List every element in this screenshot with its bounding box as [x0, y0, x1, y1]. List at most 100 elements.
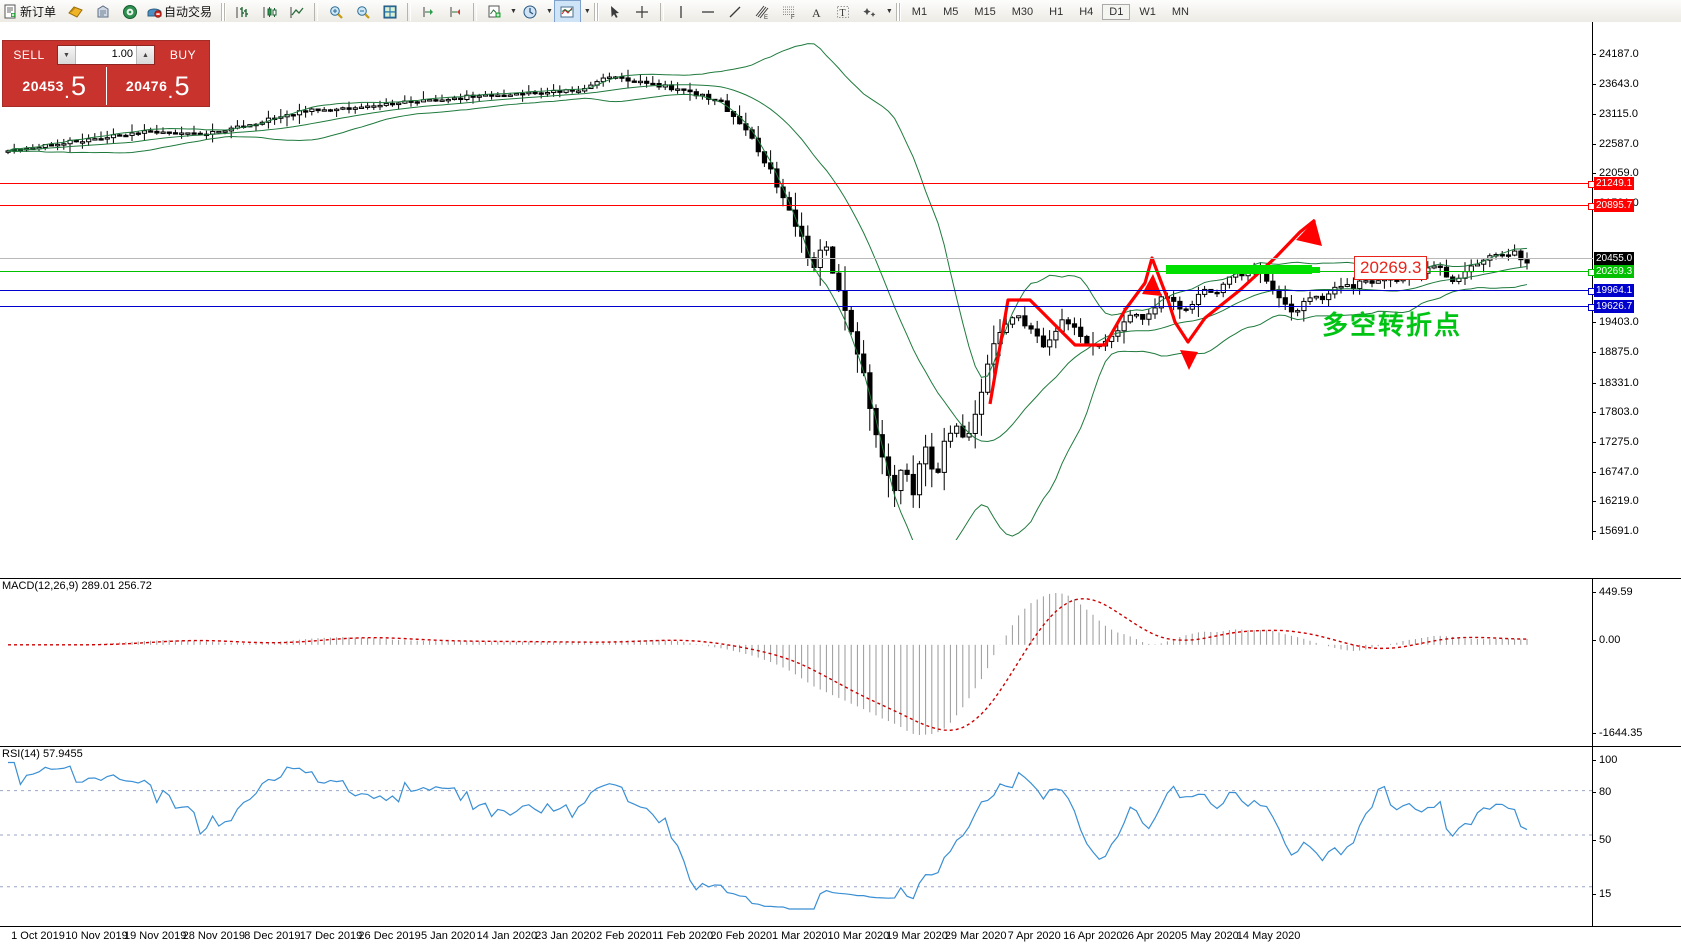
volume-stepper[interactable]: ▼ 1.00 ▲	[57, 45, 155, 65]
candlestick	[619, 72, 625, 83]
candlestick	[408, 96, 414, 107]
turning-point-annotation[interactable]: 多空转折点	[1322, 311, 1463, 341]
candlestick	[644, 76, 650, 88]
crosshair-icon[interactable]	[630, 1, 655, 22]
signals-icon[interactable]	[117, 1, 142, 22]
price-tick-label: 18875.0	[1599, 346, 1639, 359]
timeframe-h1[interactable]: H1	[1049, 5, 1064, 18]
macd-plot-area[interactable]	[0, 579, 1593, 747]
candlestick	[1301, 297, 1307, 322]
shift-end-icon[interactable]	[416, 1, 441, 22]
price-callout-label[interactable]: 20269.3	[1354, 256, 1428, 280]
level-line[interactable]	[0, 205, 1593, 206]
price-tag-resistance-line[interactable]: 21249.1	[1594, 177, 1635, 190]
candlestick	[1022, 305, 1028, 329]
bollinger-middle-band	[7, 84, 1528, 443]
candlestick	[706, 90, 712, 105]
price-tag-support-line[interactable]: 19626.7	[1594, 300, 1635, 313]
candlestick	[867, 364, 873, 431]
price-tick-label: 19403.0	[1599, 316, 1639, 329]
timeframe-m1[interactable]: M1	[911, 5, 928, 18]
equidistant-channel-icon[interactable]: E	[750, 1, 775, 22]
price-tick-label: 16747.0	[1599, 465, 1639, 478]
timeframe-m5[interactable]: M5	[943, 5, 959, 18]
horizontal-line-icon[interactable]	[696, 1, 721, 22]
timeframe-mn[interactable]: MN	[1171, 5, 1189, 18]
text-label-icon[interactable]: T	[831, 1, 856, 22]
fibonacci-icon[interactable]: F	[777, 1, 802, 22]
level-line-handle[interactable]	[1588, 304, 1595, 311]
profile-icon[interactable]	[63, 1, 88, 22]
candlestick	[1009, 316, 1016, 329]
timeframe-w1[interactable]: W1	[1139, 5, 1156, 18]
candlestick	[272, 115, 278, 125]
trendline-icon[interactable]	[723, 1, 748, 22]
level-line-handle[interactable]	[1588, 203, 1595, 210]
period-dropdown-caret[interactable]: ▼	[545, 8, 553, 15]
cursor-icon[interactable]	[603, 1, 628, 22]
indicators-dropdown-caret[interactable]: ▼	[510, 8, 517, 15]
date-tick-label: 7 Apr 2020	[1007, 930, 1061, 942]
tile-windows-icon[interactable]	[377, 1, 402, 22]
buy-button[interactable]: 20476 . 5	[107, 67, 210, 105]
buy-label[interactable]: BUY	[169, 48, 197, 62]
new-order-button[interactable]: 新订单	[1, 1, 61, 22]
price-tag-support-line[interactable]: 19964.1	[1594, 284, 1635, 297]
support-zone-highlight[interactable]	[1166, 265, 1312, 274]
volume-increment-button[interactable]: ▲	[136, 46, 154, 64]
auto-scroll-icon[interactable]	[443, 1, 468, 22]
zoom-in-icon[interactable]	[323, 1, 348, 22]
volume-decrement-button[interactable]: ▼	[58, 46, 76, 64]
date-tick-label: 26 Apr 2020	[1121, 930, 1182, 942]
objects-dropdown-caret[interactable]: ▼	[885, 8, 893, 15]
level-line[interactable]	[0, 290, 1593, 291]
candlestick	[321, 107, 327, 112]
candlestick	[253, 122, 259, 131]
level-line[interactable]	[0, 183, 1593, 184]
text-icon[interactable]: A	[804, 1, 829, 22]
sell-price-fraction: 5	[71, 71, 87, 101]
price-scale[interactable]: 24187.023643.023115.022587.022059.021531…	[1592, 22, 1681, 540]
price-tag-resistance-line[interactable]: 20895.7	[1594, 199, 1635, 212]
line-chart-icon[interactable]	[284, 1, 309, 22]
sell-button[interactable]: 20453 . 5	[3, 67, 107, 105]
candlestick	[383, 98, 389, 107]
reports-icon[interactable]	[90, 1, 115, 22]
candlestick	[947, 425, 954, 448]
sell-label[interactable]: SELL	[13, 48, 45, 62]
candlestick-chart-icon[interactable]	[257, 1, 282, 22]
templates-icon[interactable]	[553, 0, 581, 23]
level-line-handle[interactable]	[1588, 181, 1595, 188]
market-icon[interactable]: 自动交易	[144, 1, 217, 22]
volume-value[interactable]: 1.00	[111, 48, 133, 60]
price-tag-last-price[interactable]: 20455.0	[1594, 252, 1635, 265]
level-line-handle[interactable]	[1588, 269, 1595, 276]
trend-arrow-head-2[interactable]	[1142, 274, 1162, 296]
candlestick	[774, 161, 780, 194]
templates-dropdown-caret[interactable]: ▼	[583, 8, 591, 15]
timeframe-m30[interactable]: M30	[1011, 5, 1034, 18]
timeframe-d1[interactable]: D1	[1102, 3, 1131, 20]
support-zone-highlight-tail	[1312, 267, 1320, 273]
candlestick	[1016, 315, 1022, 322]
objects-icon[interactable]	[858, 1, 883, 22]
price-plot-area[interactable]	[0, 22, 1593, 540]
rsi-plot-area[interactable]	[0, 747, 1593, 927]
trend-arrow-head-3[interactable]	[1180, 350, 1198, 370]
timeframe-m15[interactable]: M15	[974, 5, 996, 18]
zoom-out-icon[interactable]	[350, 1, 375, 22]
price-tag-zone-line[interactable]: 20269.3	[1594, 265, 1635, 278]
period-clock-icon[interactable]	[518, 1, 543, 22]
candlestick	[389, 99, 396, 107]
vertical-line-icon[interactable]	[669, 1, 694, 22]
candlestick	[1313, 295, 1319, 301]
candlestick	[513, 92, 520, 96]
level-line-handle[interactable]	[1588, 288, 1595, 295]
trend-projection-line[interactable]	[988, 218, 1316, 405]
trend-arrow-head[interactable]	[1296, 220, 1322, 246]
timeframe-h4[interactable]: H4	[1079, 5, 1094, 18]
candlestick	[1115, 322, 1121, 343]
indicators-icon[interactable]	[482, 1, 507, 22]
bar-chart-icon[interactable]	[230, 1, 255, 22]
candlestick	[929, 432, 935, 488]
